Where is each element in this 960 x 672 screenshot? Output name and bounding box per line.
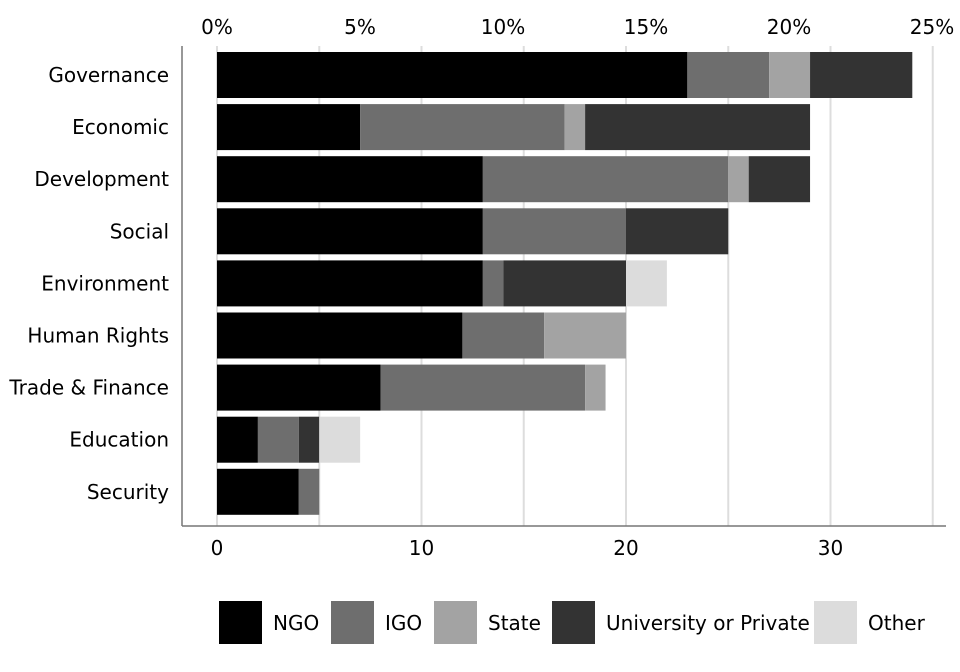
bar-trade-finance-ngo <box>217 364 381 411</box>
top-tick-label: 0% <box>201 15 233 39</box>
bar-social-igo <box>482 208 626 255</box>
axes <box>181 46 946 527</box>
tick-labels: 0 10 20 30 0% 5% 10% 15% 20% 25% <box>201 15 954 560</box>
bar-governance-university-or-private <box>810 52 913 98</box>
bar-economic-university-or-private <box>585 104 811 151</box>
legend-swatch-igo <box>331 601 374 644</box>
bar-social-ngo <box>217 208 483 255</box>
bar-economic-state <box>564 104 586 151</box>
bar-economic-ngo <box>217 104 361 151</box>
bar-trade-finance-igo <box>380 364 586 411</box>
category-label-economic: Economic <box>72 115 169 139</box>
top-tick-label: 5% <box>344 15 376 39</box>
bar-education-ngo <box>217 416 258 463</box>
top-tick-label: 10% <box>481 15 525 39</box>
x-tick-label: 30 <box>818 536 843 560</box>
x-tick-label: 10 <box>409 536 434 560</box>
bar-education-university-or-private <box>298 416 320 463</box>
category-label-human-rights: Human Rights <box>27 324 169 348</box>
bar-economic-igo <box>360 104 565 151</box>
legend-swatch-ngo <box>219 601 262 644</box>
bar-human-rights-state <box>544 312 626 359</box>
bar-environment-igo <box>482 260 504 307</box>
top-tick-label: 20% <box>767 15 811 39</box>
bar-governance-state <box>769 52 811 98</box>
bar-trade-finance-state <box>585 364 606 411</box>
top-tick-label: 25% <box>910 15 954 39</box>
bar-human-rights-ngo <box>217 312 463 359</box>
x-tick-label: 0 <box>211 536 224 560</box>
category-label-social: Social <box>110 219 169 243</box>
legend-label-igo: IGO <box>385 611 422 635</box>
legend-label-university-or-private: University or Private <box>606 611 810 635</box>
legend-label-other: Other <box>868 611 926 635</box>
category-label-education: Education <box>69 428 169 452</box>
bar-development-university-or-private <box>748 156 811 203</box>
bar-environment-university-or-private <box>503 260 626 307</box>
legend-label-ngo: NGO <box>273 611 319 635</box>
bar-education-other <box>319 416 361 463</box>
bar-security-igo <box>298 468 320 515</box>
bar-education-igo <box>257 416 299 463</box>
category-label-governance: Governance <box>48 63 169 87</box>
bar-governance-igo <box>687 52 770 98</box>
category-label-development: Development <box>34 167 169 191</box>
bars <box>217 52 913 515</box>
bar-environment-other <box>626 260 667 307</box>
legend-swatch-other <box>814 601 857 644</box>
category-labels: Governance Economic Development Social Envir… <box>8 63 169 504</box>
category-label-security: Security <box>87 480 169 504</box>
legend: NGO IGO State University or Private Other <box>219 601 926 644</box>
bar-governance-ngo <box>217 52 688 98</box>
bar-social-university-or-private <box>626 208 729 255</box>
bar-development-ngo <box>217 156 483 203</box>
bar-development-state <box>728 156 749 203</box>
bar-human-rights-igo <box>462 312 545 359</box>
top-tick-label: 15% <box>624 15 668 39</box>
category-label-trade-finance: Trade & Finance <box>8 376 169 400</box>
category-label-environment: Environment <box>41 271 169 295</box>
x-tick-label: 20 <box>613 536 638 560</box>
legend-swatch-state <box>434 601 477 644</box>
bar-security-ngo <box>217 468 299 515</box>
bar-environment-ngo <box>217 260 483 307</box>
legend-swatch-university-or-private <box>552 601 595 644</box>
bar-development-igo <box>482 156 729 203</box>
legend-label-state: State <box>488 611 541 635</box>
